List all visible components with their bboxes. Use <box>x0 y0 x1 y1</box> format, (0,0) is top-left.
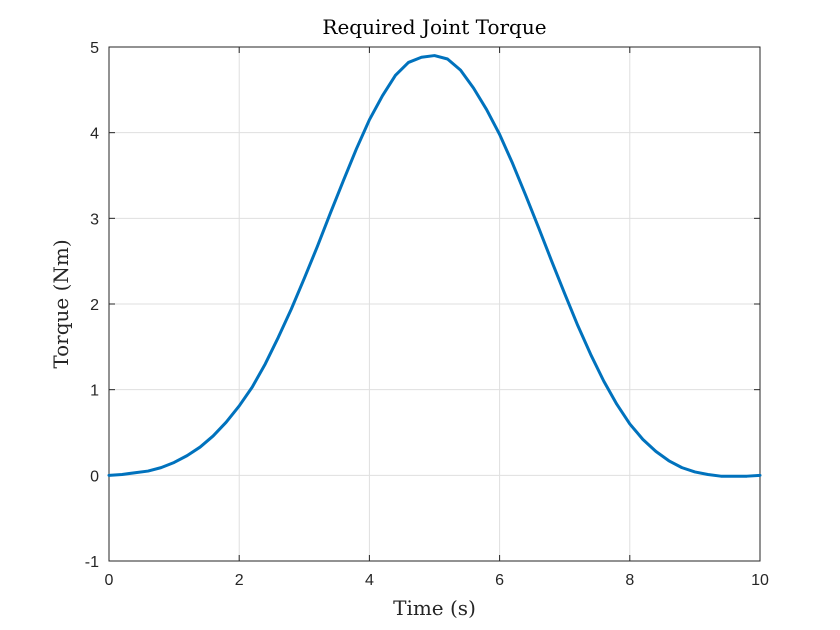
x-tick-label: 2 <box>235 572 244 589</box>
series-layer <box>107 54 762 478</box>
x-axis-label: Time (s) <box>393 596 476 620</box>
y-axis-label: Torque (Nm) <box>49 239 73 368</box>
y-tick-label: 0 <box>90 468 99 485</box>
y-tick-label: 3 <box>90 211 99 228</box>
tick-layer: 0 2 4 6 8 10 -1 0 1 2 3 4 5 <box>85 40 769 589</box>
y-tick-label: 1 <box>90 383 99 400</box>
y-tick-label: 4 <box>90 126 99 143</box>
x-tick-label: 0 <box>105 572 114 589</box>
grid-layer <box>108 46 761 562</box>
y-tick-label: 5 <box>90 40 99 57</box>
x-tick-label: 8 <box>625 572 634 589</box>
x-tick-label: 10 <box>751 572 769 589</box>
chart-title: Required Joint Torque <box>322 15 546 39</box>
x-tick-label: 6 <box>495 572 504 589</box>
y-tick-label: -1 <box>85 554 99 571</box>
y-tick-label: 2 <box>90 297 99 314</box>
x-tick-label: 4 <box>365 572 374 589</box>
torque-series-line <box>107 54 762 478</box>
